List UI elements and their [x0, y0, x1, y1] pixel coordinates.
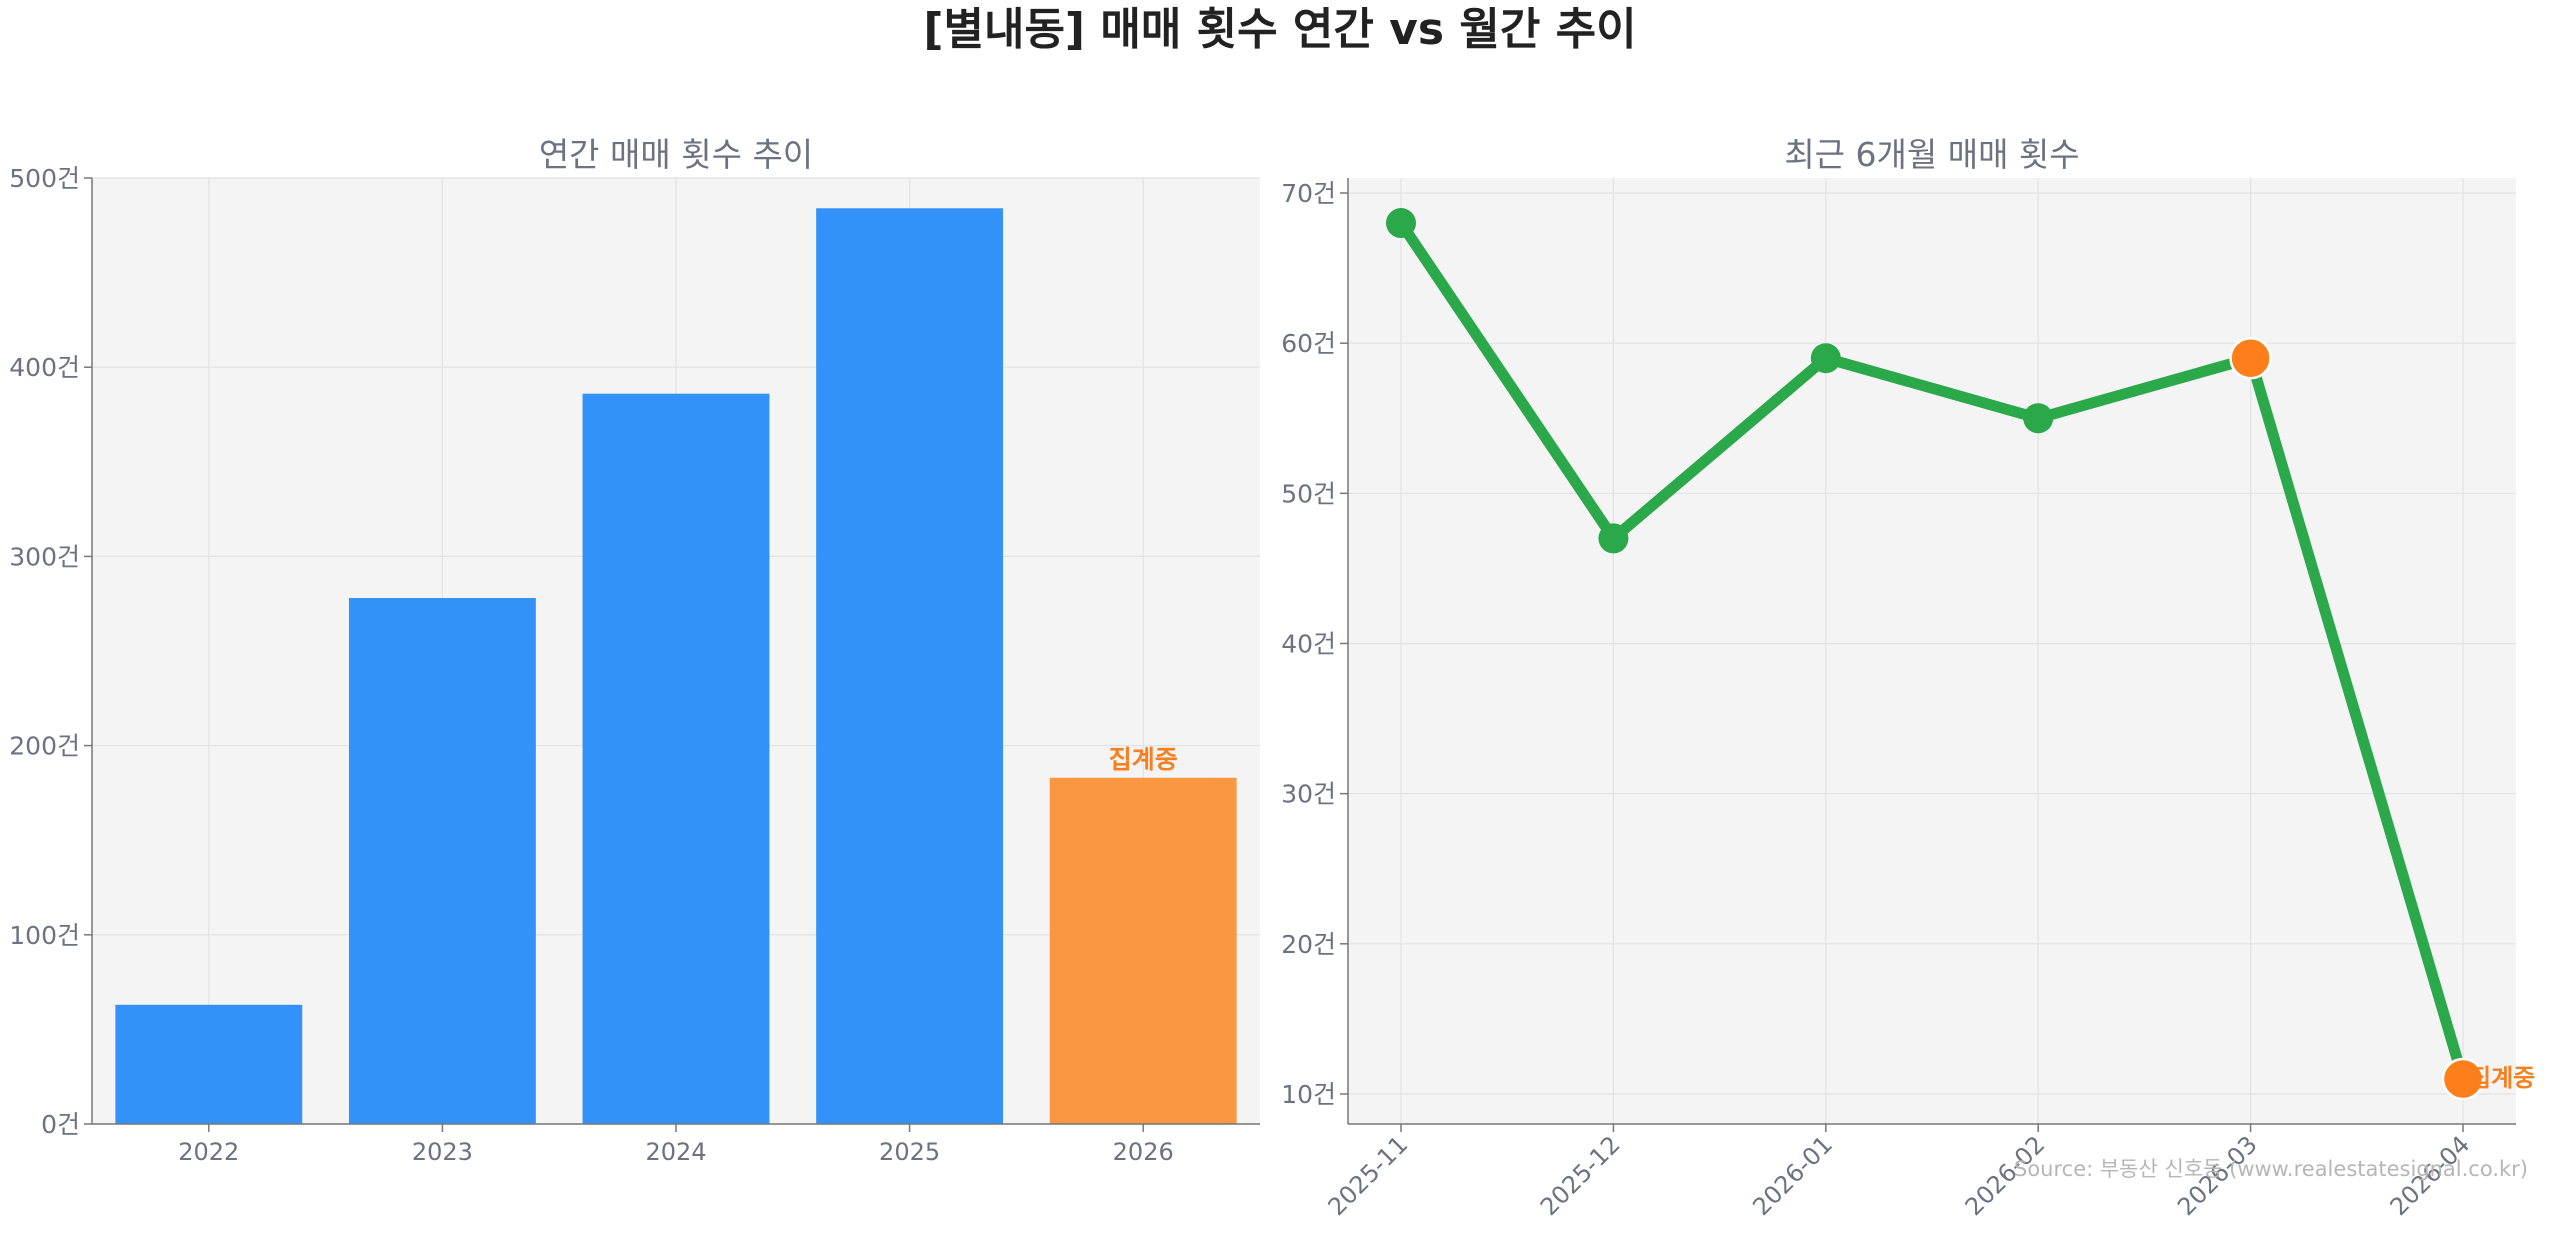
series-line [1395, 217, 2469, 1085]
chart-title: 최근 6개월 매매 횟수 [1784, 135, 2079, 174]
x-tick-label: 2026-01 [1747, 1130, 1838, 1221]
y-tick-label: 70건 [1281, 179, 1336, 208]
x-tick-label: 2025-11 [1323, 1130, 1414, 1221]
y-tick-label: 30건 [1281, 780, 1336, 809]
bar-2025 [816, 208, 1004, 1125]
bar-2024 [582, 393, 770, 1124]
y-tick-label: 20건 [1281, 930, 1336, 959]
y-tick-label: 0건 [41, 1110, 80, 1139]
data-point-2026-02 [2023, 403, 2054, 434]
x-tick-label: 2024 [645, 1138, 706, 1166]
y-tick-label: 500건 [9, 164, 80, 193]
data-point-2026-03 [2229, 336, 2272, 380]
y-tick-label: 100건 [9, 921, 80, 950]
y-tick-label: 300건 [9, 542, 80, 571]
x-tick-label: 2023 [412, 1138, 473, 1166]
x-tick-label: 2025-12 [1535, 1130, 1626, 1221]
bar-2023 [348, 598, 536, 1124]
annual-bar-chart: 0건 100건 200건 300건 400건 500건 2022 2023 2024 2025 20… [9, 135, 1260, 1166]
y-tick-label: 400건 [9, 353, 80, 382]
data-point-2025-11 [1386, 208, 1416, 239]
data-point-2026-01 [1810, 343, 1841, 374]
bar-2026 [1049, 777, 1237, 1124]
partial-data-annotation: 집계중 [2469, 1064, 2535, 1092]
monthly-line-chart: 10건 20건 30건 40건 50건 60건 70건 2025-11 2025-12 2026-… [1281, 135, 2535, 1221]
source-credit: Source: 부동산 신호등 (www.realestatesignal.co… [2014, 1157, 2528, 1181]
x-tick-label: 2022 [178, 1138, 239, 1166]
y-tick-label: 50건 [1281, 479, 1336, 508]
bar-2022 [115, 1004, 303, 1124]
x-tick-label: 2025 [879, 1138, 940, 1166]
plot-background [1348, 178, 2516, 1124]
data-point-2026-04 [2441, 1057, 2485, 1101]
page-title: [별내동] 매매 횟수 연간 vs 월간 추이 [923, 4, 1637, 55]
data-point-2025-12 [1598, 523, 1629, 554]
y-tick-label: 10건 [1281, 1080, 1336, 1109]
y-tick-label: 60건 [1281, 329, 1336, 358]
y-tick-label: 40건 [1281, 629, 1336, 658]
chart-title: 연간 매매 횟수 추이 [539, 135, 813, 174]
x-tick-label: 2026 [1113, 1138, 1174, 1166]
partial-data-annotation: 집계중 [1109, 745, 1178, 774]
y-tick-label: 200건 [9, 732, 80, 761]
